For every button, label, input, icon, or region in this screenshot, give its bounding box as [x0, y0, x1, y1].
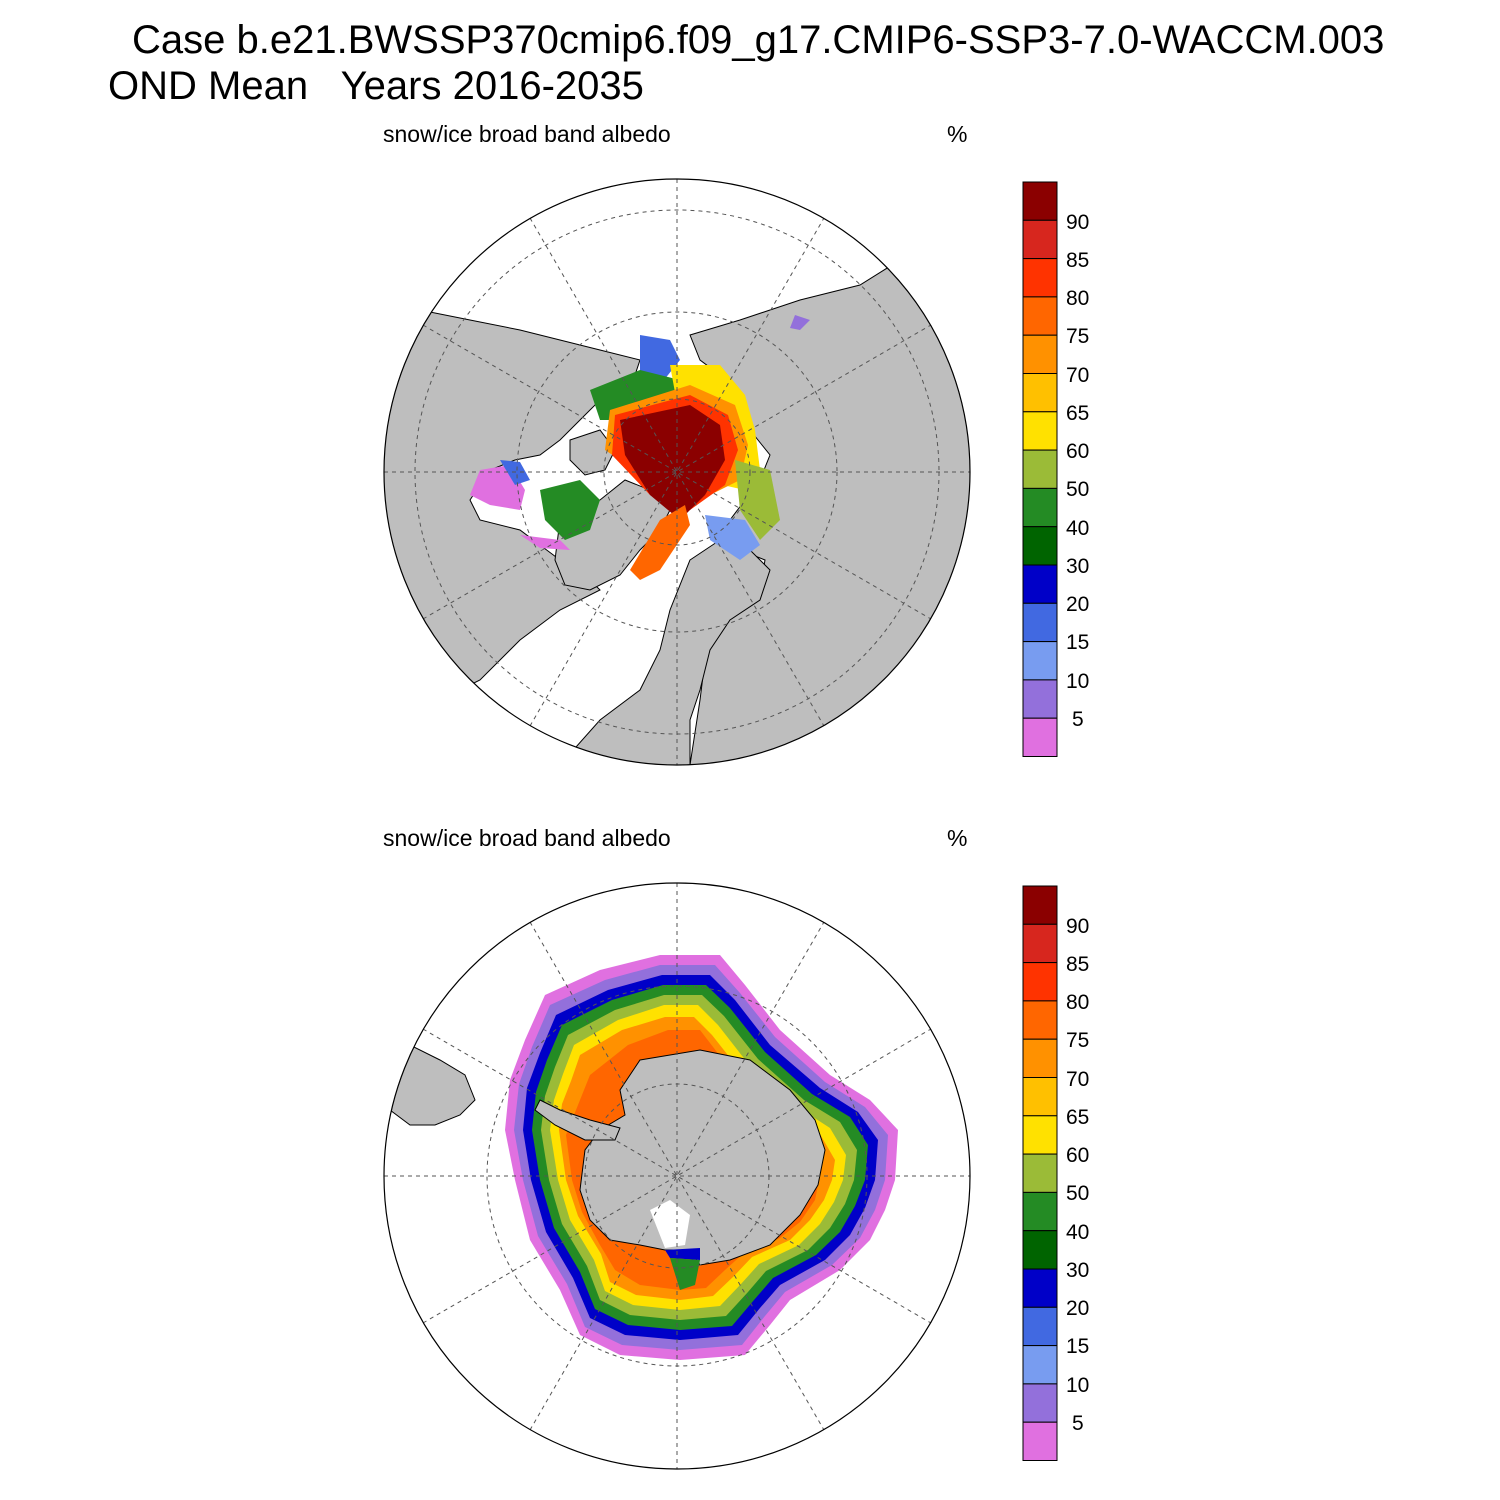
- north-land-arctic-islands: [569, 429, 616, 476]
- south-colorbar-box: [1022, 1230, 1058, 1270]
- south-land-peninsula: [534, 1099, 621, 1141]
- north-colorbar: 90 85 80 75 70 65 60 50 40 30 20 15 10 5: [1022, 181, 1089, 758]
- south-colorbar-label: 85: [1066, 953, 1089, 976]
- north-land-europe: [558, 539, 771, 765]
- south-colorbar-label: 40: [1066, 1221, 1089, 1244]
- north-colorbar-boxes: [1022, 181, 1058, 758]
- north-ice-labrador: [520, 535, 570, 550]
- north-colorbar-label: 50: [1066, 478, 1089, 501]
- south-colorbar-label: 90: [1066, 915, 1089, 938]
- south-colorbar-box: [1022, 885, 1058, 925]
- south-colorbar-label: 15: [1066, 1335, 1089, 1358]
- north-colorbar-box: [1022, 219, 1058, 260]
- south-colorbar-box: [1022, 1268, 1058, 1308]
- north-colorbar-label: 40: [1066, 517, 1089, 540]
- south-colorbar-label: 80: [1066, 991, 1089, 1014]
- south-colorbar-box: [1022, 1421, 1058, 1461]
- south-ice-ross-dark: [665, 1248, 700, 1260]
- south-ice-ross-green: [670, 1258, 700, 1290]
- south-land-ross-shelf-gap: [650, 1200, 690, 1248]
- south-colorbar-label: 70: [1066, 1068, 1089, 1091]
- north-colorbar-label: 15: [1066, 631, 1089, 654]
- north-colorbar-label: 65: [1066, 402, 1089, 425]
- north-colorbar-labels: 90 85 80 75 70 65 60 50 40 30 20 15 10 5: [1066, 211, 1089, 731]
- north-colorbar-box: [1022, 449, 1058, 489]
- south-colorbar-label: 30: [1066, 1259, 1089, 1282]
- north-colorbar-label: 5: [1072, 708, 1084, 731]
- south-colorbar-box: [1022, 1038, 1058, 1078]
- south-colorbar-label: 20: [1066, 1297, 1089, 1320]
- north-ice-okhotsk: [790, 315, 810, 330]
- north-colorbar-label: 30: [1066, 555, 1089, 578]
- north-colorbar-box: [1022, 526, 1058, 566]
- south-colorbar-box: [1022, 962, 1058, 1002]
- north-colorbar-label: 60: [1066, 440, 1089, 463]
- south-colorbar-box: [1022, 1077, 1058, 1117]
- south-colorbar-box: [1022, 1383, 1058, 1423]
- south-colorbar-box: [1022, 1191, 1058, 1232]
- north-colorbar-box: [1022, 679, 1058, 719]
- north-colorbar-label: 70: [1066, 364, 1089, 387]
- north-panel-title: snow/ice broad band albedo: [383, 121, 671, 147]
- north-colorbar-box: [1022, 641, 1058, 681]
- north-colorbar-box: [1022, 411, 1058, 451]
- south-colorbar-box: [1022, 1345, 1058, 1385]
- north-colorbar-label: 90: [1066, 211, 1089, 234]
- figure-title-period: OND Mean Years 2016-2035: [108, 64, 644, 108]
- south-colorbar: 90 85 80 75 70 65 60 50 40 30 20 15 10 5: [1022, 885, 1089, 1461]
- north-colorbar-box: [1022, 258, 1058, 298]
- north-colorbar-box: [1022, 181, 1058, 221]
- north-panel-units: %: [947, 121, 968, 147]
- south-colorbar-label: 50: [1066, 1182, 1089, 1205]
- north-colorbar-label: 20: [1066, 593, 1089, 616]
- north-polar-map: [383, 178, 971, 766]
- south-colorbar-boxes: [1022, 885, 1058, 1461]
- south-colorbar-box: [1022, 923, 1058, 964]
- north-colorbar-box: [1022, 487, 1058, 528]
- south-panel-units: %: [947, 825, 968, 851]
- north-colorbar-box: [1022, 717, 1058, 758]
- south-panel-title: snow/ice broad band albedo: [383, 825, 671, 851]
- north-colorbar-label: 85: [1066, 249, 1089, 272]
- south-colorbar-label: 75: [1066, 1029, 1089, 1052]
- north-colorbar-box: [1022, 334, 1058, 375]
- south-colorbar-label: 10: [1066, 1374, 1089, 1397]
- south-land-south-america: [389, 1044, 476, 1126]
- south-polar-map: [383, 882, 971, 1470]
- north-ice-barents: [735, 460, 780, 540]
- south-colorbar-box: [1022, 1153, 1058, 1193]
- south-colorbar-box: [1022, 1000, 1058, 1040]
- south-colorbar-label: 5: [1072, 1412, 1084, 1435]
- south-colorbar-labels: 90 85 80 75 70 65 60 50 40 30 20 15 10 5: [1066, 915, 1089, 1435]
- south-colorbar-box: [1022, 1115, 1058, 1155]
- north-colorbar-box: [1022, 296, 1058, 336]
- south-colorbar-box: [1022, 1306, 1058, 1347]
- north-colorbar-box: [1022, 564, 1058, 604]
- north-colorbar-label: 75: [1066, 325, 1089, 348]
- north-colorbar-label: 80: [1066, 287, 1089, 310]
- north-colorbar-label: 10: [1066, 670, 1089, 693]
- figure-title-case: Case b.e21.BWSSP370cmip6.f09_g17.CMIP6-S…: [132, 18, 1385, 62]
- south-colorbar-label: 65: [1066, 1106, 1089, 1129]
- south-colorbar-label: 60: [1066, 1144, 1089, 1167]
- north-colorbar-box: [1022, 373, 1058, 413]
- north-ice-barents-blue: [705, 515, 760, 560]
- north-colorbar-box: [1022, 602, 1058, 643]
